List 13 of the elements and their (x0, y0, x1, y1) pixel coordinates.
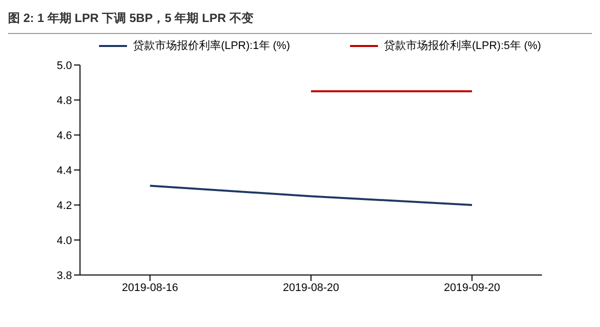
y-tick-label: 3.8 (56, 270, 72, 282)
y-tick-label: 4.4 (56, 164, 72, 177)
x-tick-label: 2019-09-20 (444, 282, 500, 294)
y-tick-label: 4.2 (56, 200, 72, 212)
legend-label: 贷款市场报价利率(LPR):5年 (%) (384, 38, 542, 53)
chart-title: 图 2: 1 年期 LPR 下调 5BP，5 年期 LPR 不变 (8, 8, 592, 34)
legend-label: 贷款市场报价利率(LPR):1年 (%) (132, 38, 290, 53)
x-tick-label: 2019-08-16 (122, 282, 178, 294)
x-tick-label: 2019-08-20 (282, 282, 340, 294)
y-tick-label: 4.8 (56, 94, 72, 107)
y-tick-label: 4.6 (56, 130, 72, 142)
y-tick-label: 4.0 (56, 234, 72, 247)
y-tick-label: 5.0 (56, 60, 72, 72)
